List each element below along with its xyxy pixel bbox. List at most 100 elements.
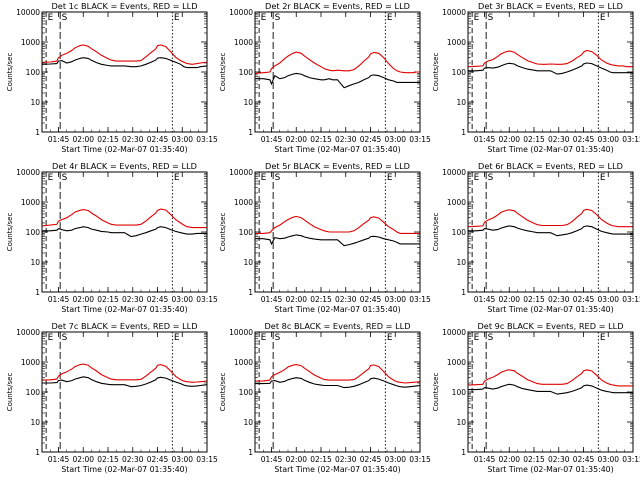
x-tick-label: 02:15: [523, 295, 545, 304]
x-tick-label: 03:00: [597, 455, 619, 464]
x-tick-label: 03:00: [171, 295, 193, 304]
x-tick-label: 02:30: [335, 135, 357, 144]
y-tick-label: 1000: [234, 38, 253, 47]
x-tick-label: 02:15: [310, 295, 332, 304]
y-tick-label: 1000: [447, 358, 466, 367]
event-marker-label: E: [174, 173, 180, 183]
event-marker-label: E: [600, 13, 606, 23]
y-tick-label: 10: [456, 258, 466, 267]
x-tick-label: 02:45: [147, 295, 169, 304]
chart-title: Det 1c BLACK = Events, RED = LLD: [51, 1, 197, 11]
plot-frame: [467, 171, 634, 293]
x-tick-label: 01:45: [474, 295, 496, 304]
chart-panel-6: Det 6r BLACK = Events, RED = LLD 1 10 100 10…: [432, 161, 640, 314]
x-tick-label: 02:00: [72, 135, 94, 144]
event-marker-label: E: [387, 173, 393, 183]
x-tick-label: 01:45: [48, 135, 70, 144]
y-tick-label: 100: [239, 388, 254, 397]
y-tick-label: 10: [30, 418, 40, 427]
x-tick-label: 02:15: [97, 135, 119, 144]
x-tick-label: 02:30: [548, 455, 570, 464]
x-axis-label: Start Time (02-Mar-07 01:35:40): [61, 145, 187, 154]
chart-title: Det 9c BLACK = Events, RED = LLD: [477, 321, 623, 331]
x-tick-label: 02:45: [360, 295, 382, 304]
event-marker-label: E: [48, 13, 54, 23]
x-axis-label: Start Time (02-Mar-07 01:35:40): [487, 145, 613, 154]
y-tick-label: 10000: [442, 328, 466, 337]
y-axis-label: Counts/sec: [219, 373, 227, 412]
series-line-events: [41, 57, 208, 69]
x-axis-label: Start Time (02-Mar-07 01:35:40): [61, 465, 187, 474]
y-axis-label: Counts/sec: [6, 213, 14, 252]
x-tick-label: 03:15: [622, 295, 640, 304]
y-tick-label: 10000: [442, 8, 466, 17]
y-tick-label: 1000: [234, 358, 253, 367]
x-tick-label: 02:00: [498, 135, 520, 144]
x-tick-label: 03:00: [384, 295, 406, 304]
x-tick-label: 01:45: [261, 295, 283, 304]
y-tick-label: 10000: [229, 328, 253, 337]
y-tick-label: 1000: [21, 198, 40, 207]
x-tick-label: 01:45: [48, 455, 70, 464]
y-tick-label: 10000: [229, 168, 253, 177]
x-tick-label: 02:45: [573, 295, 595, 304]
series-line-lld: [467, 208, 633, 228]
series-line-events: [255, 234, 420, 247]
series-line-events: [255, 377, 421, 389]
x-tick-label: 02:15: [523, 455, 545, 464]
event-marker-label: E: [387, 13, 393, 23]
y-tick-label: 1: [35, 448, 40, 457]
x-tick-label: 03:00: [171, 135, 193, 144]
x-axis-label: Start Time (02-Mar-07 01:35:40): [61, 305, 187, 314]
x-axis-label: Start Time (02-Mar-07 01:35:40): [487, 305, 613, 314]
chart-title: Det 5r BLACK = Events, RED = LLD: [265, 161, 410, 171]
series-line-events: [468, 225, 633, 237]
x-tick-label: 02:45: [360, 455, 382, 464]
series-line-lld: [255, 215, 420, 234]
x-axis-label: Start Time (02-Mar-07 01:35:40): [274, 465, 400, 474]
x-tick-label: 03:15: [622, 135, 640, 144]
plot-frame: [467, 331, 634, 453]
x-tick-label: 02:30: [548, 295, 570, 304]
series-line-lld: [41, 363, 208, 383]
x-axis-label: Start Time (02-Mar-07 01:35:40): [487, 465, 613, 474]
x-tick-label: 02:00: [285, 295, 307, 304]
y-tick-label: 1: [461, 288, 466, 297]
x-tick-label: 02:45: [573, 135, 595, 144]
y-tick-label: 1: [248, 128, 253, 137]
series-line-events: [468, 383, 633, 395]
plot-frame: [467, 11, 634, 133]
series-line-lld: [254, 51, 420, 74]
event-marker-label: E: [261, 333, 267, 343]
series-line-lld: [41, 208, 207, 229]
series-line-events: [42, 226, 207, 238]
event-marker-label: S: [488, 13, 494, 23]
series-line-events: [42, 376, 208, 388]
x-tick-label: 03:00: [384, 135, 406, 144]
chart-panel-3: Det 3r BLACK = Events, RED = LLD 1 10 100 10…: [432, 1, 640, 154]
y-tick-label: 1: [461, 128, 466, 137]
y-tick-label: 10000: [229, 8, 253, 17]
x-tick-label: 02:45: [147, 135, 169, 144]
chart-panel-5: Det 5r BLACK = Events, RED = LLD 1 10 100 10…: [219, 161, 431, 314]
x-tick-label: 02:00: [498, 455, 520, 464]
event-marker-label: E: [174, 333, 180, 343]
y-tick-label: 1000: [447, 198, 466, 207]
y-tick-label: 100: [26, 228, 41, 237]
x-tick-label: 03:15: [196, 295, 218, 304]
x-tick-label: 02:30: [335, 295, 357, 304]
x-tick-label: 02:15: [310, 135, 332, 144]
chart-title: Det 8c BLACK = Events, RED = LLD: [264, 321, 410, 331]
y-tick-label: 1000: [21, 38, 40, 47]
x-tick-label: 03:15: [196, 135, 218, 144]
x-tick-label: 02:30: [122, 295, 144, 304]
event-marker-label: S: [275, 333, 281, 343]
series-line-lld: [467, 49, 633, 68]
x-tick-label: 01:45: [261, 135, 283, 144]
event-marker-label: S: [275, 13, 281, 23]
chart-panel-4: Det 4r BLACK = Events, RED = LLD 1 10 100 10…: [6, 161, 218, 314]
y-axis-label: Counts/sec: [432, 213, 440, 252]
y-tick-label: 10: [456, 98, 466, 107]
x-tick-label: 02:15: [97, 455, 119, 464]
